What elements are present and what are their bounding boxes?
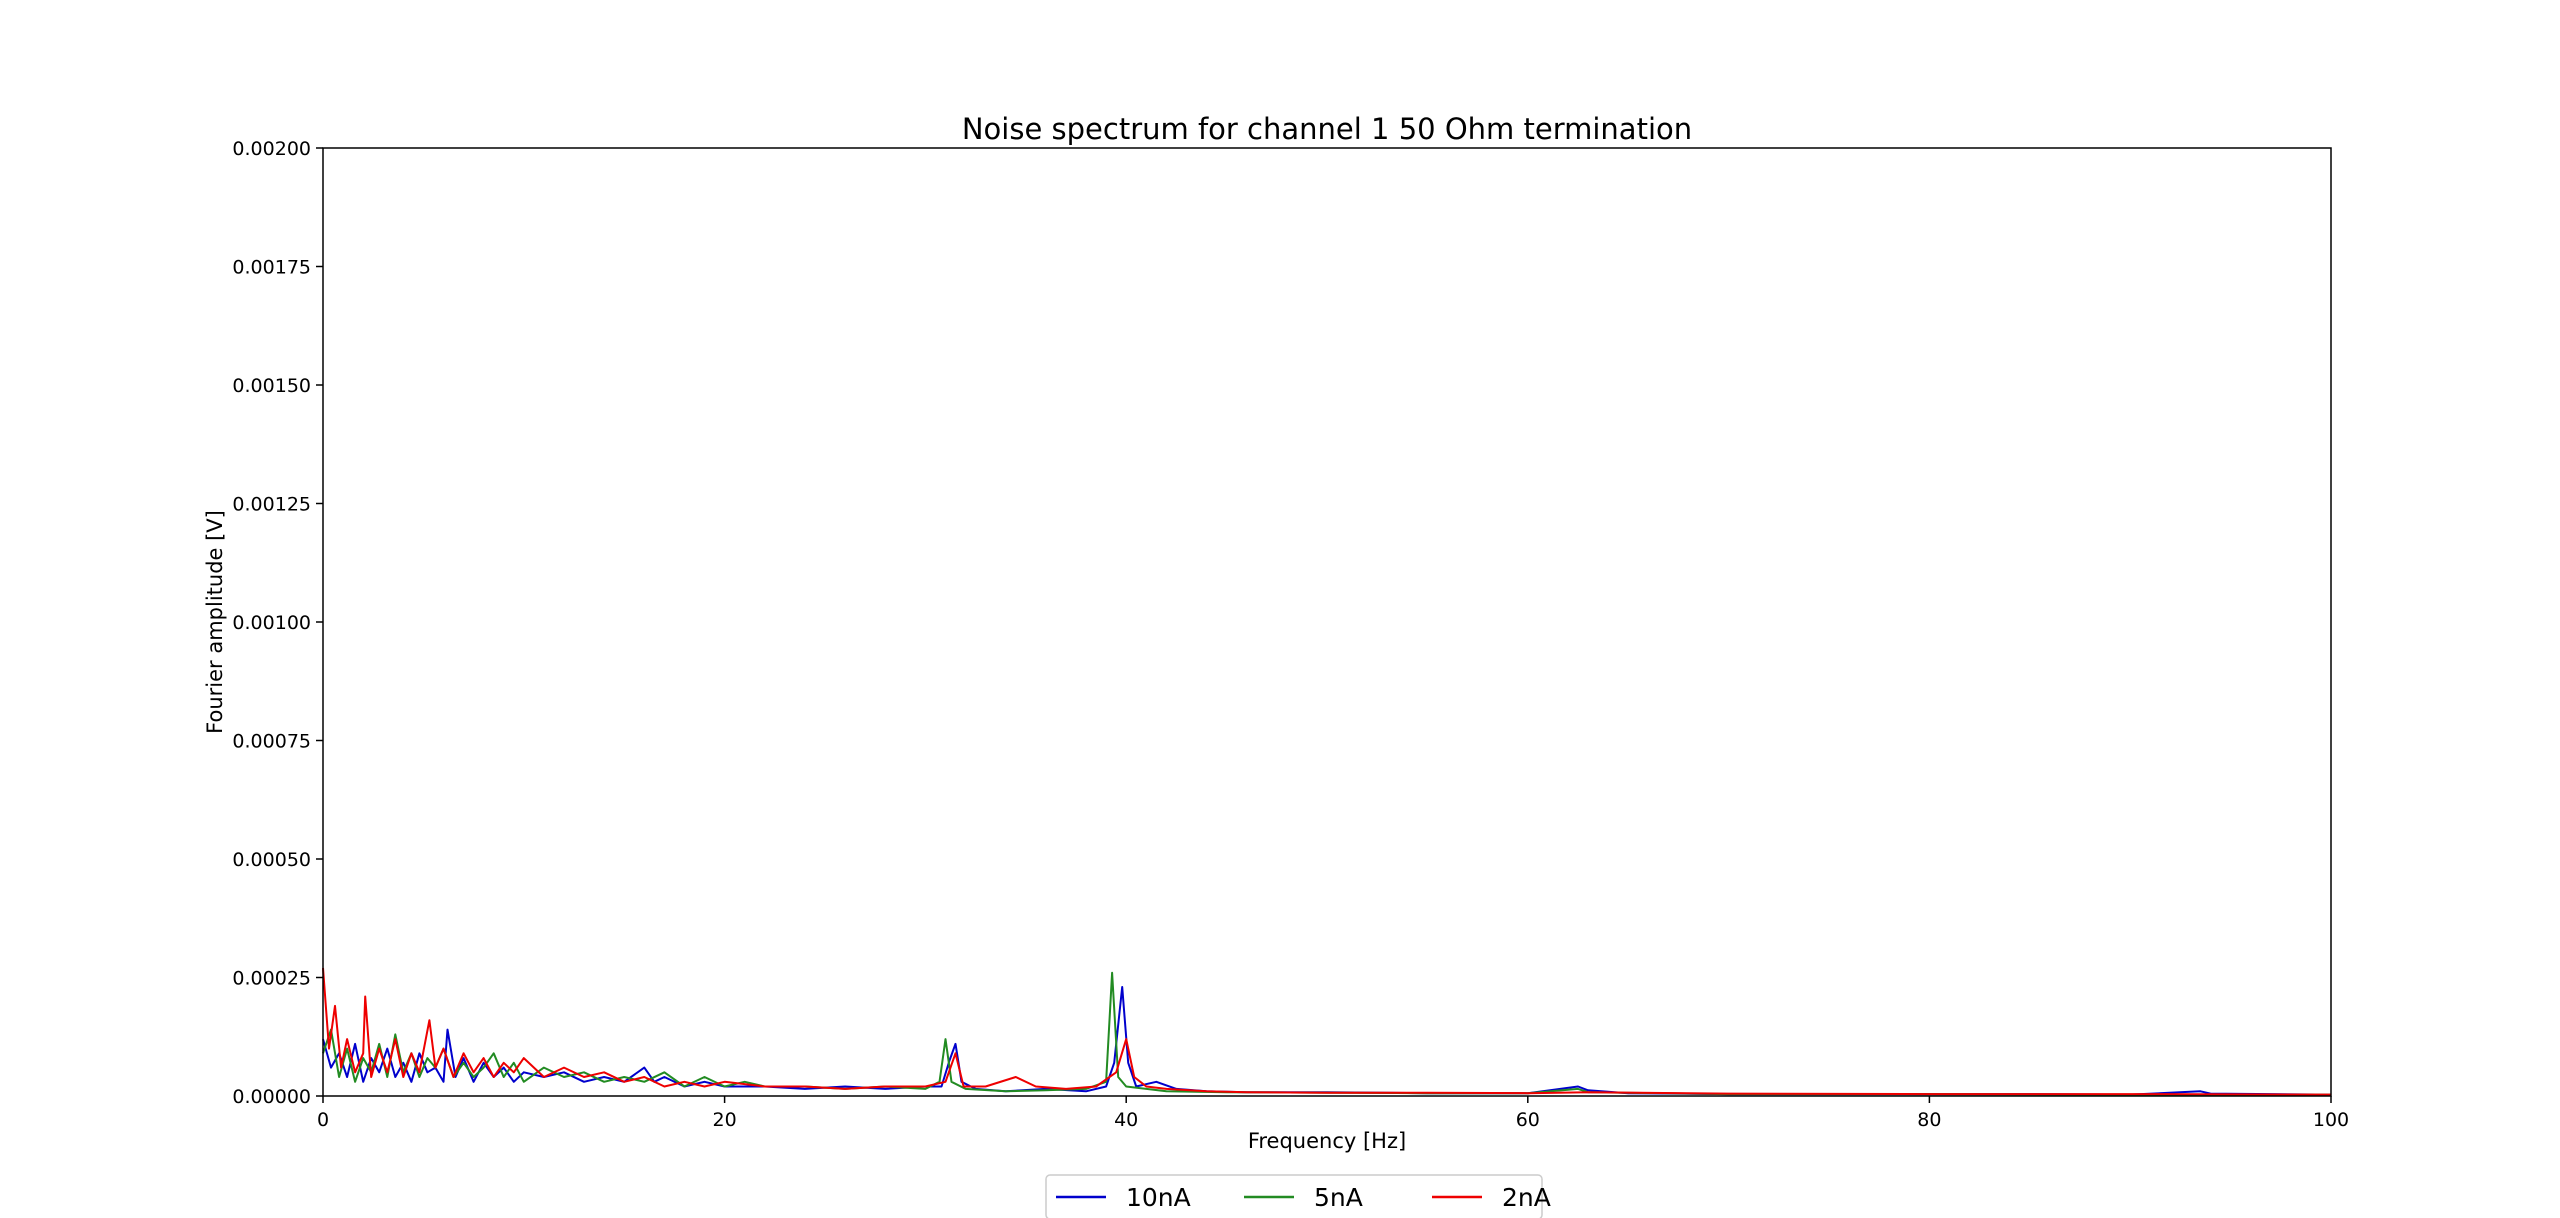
y-tick-label: 0.00125 xyxy=(232,494,311,516)
series-line-2na xyxy=(322,967,2332,1096)
y-axis-ticks: 0.00000 0.00025 0.00050 0.00075 0.00100 0.001… xyxy=(232,138,323,1108)
x-tick-label: 100 xyxy=(2313,1109,2349,1131)
legend-label: 5nA xyxy=(1314,1183,1363,1212)
series-line-5na xyxy=(322,971,2331,1096)
y-tick-label: 0.00000 xyxy=(232,1086,311,1108)
x-tick-label: 60 xyxy=(1516,1109,1540,1131)
series-line-10na xyxy=(322,986,2332,1096)
legend-label: 2nA xyxy=(1502,1183,1551,1212)
y-tick-label: 0.00100 xyxy=(232,612,311,634)
x-axis-label: Frequency [Hz] xyxy=(1248,1129,1406,1153)
x-axis-ticks: 0 20 40 60 80 100 xyxy=(317,1096,2349,1131)
y-tick-label: 0.00050 xyxy=(232,849,311,871)
y-tick-label: 0.00075 xyxy=(232,731,311,753)
chart-title: Noise spectrum for channel 1 50 Ohm term… xyxy=(962,112,1692,146)
x-tick-label: 80 xyxy=(1917,1109,1941,1131)
legend: 10nA 5nA 2nA xyxy=(1045,1174,1551,1218)
legend-entries: 10nA 5nA 2nA xyxy=(1056,1183,1551,1212)
y-tick-label: 0.00025 xyxy=(232,968,311,990)
y-tick-label: 0.00150 xyxy=(232,375,311,397)
legend-label: 10nA xyxy=(1126,1183,1191,1212)
y-axis-label: Fourier amplitude [V] xyxy=(203,510,227,734)
x-tick-label: 0 xyxy=(317,1109,329,1131)
y-tick-label: 0.00175 xyxy=(232,257,311,279)
x-tick-label: 20 xyxy=(713,1109,737,1131)
x-tick-label: 40 xyxy=(1114,1109,1138,1131)
axes-frame xyxy=(322,147,2332,1097)
series-group xyxy=(322,967,2332,1096)
y-tick-label: 0.00200 xyxy=(232,138,311,160)
plot-area xyxy=(322,147,2332,1097)
